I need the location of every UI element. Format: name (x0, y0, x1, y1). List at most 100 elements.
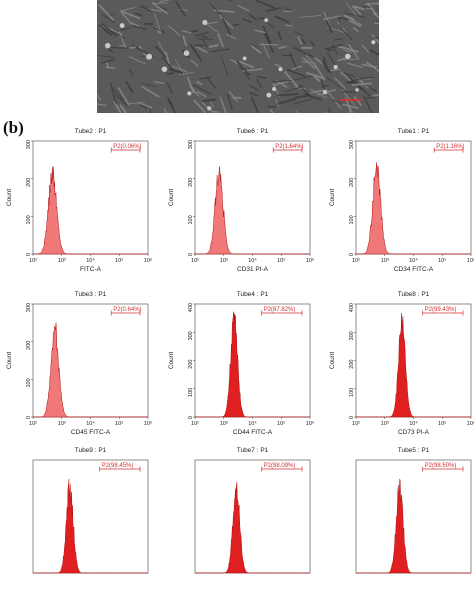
y-tick-label: 400 (188, 303, 194, 312)
y-tick-label: 100 (26, 378, 32, 387)
x-tick-label: 10⁴ (409, 257, 418, 264)
cell-micrograph (97, 0, 379, 113)
y-axis-label: Count (168, 189, 175, 207)
histogram-area (33, 479, 148, 573)
x-tick-label: 10² (29, 258, 37, 264)
y-tick-label: 100 (349, 215, 355, 224)
x-tick-label: 10⁵ (277, 420, 285, 427)
x-tick-label: 10³ (381, 258, 389, 264)
x-tick-label: 10⁵ (438, 257, 446, 264)
histogram-title: Tube8 : P1 (398, 291, 430, 298)
cell-body (323, 90, 327, 94)
histogram-area (195, 482, 310, 573)
cell-body (355, 88, 359, 92)
y-tick-label: 0 (188, 416, 194, 419)
histogram-area (195, 167, 310, 254)
x-tick-label: 10⁴ (409, 420, 418, 427)
y-tick-label: 300 (26, 140, 32, 149)
cell-body (272, 87, 276, 91)
cell-body (279, 67, 283, 71)
cell-streak (259, 44, 278, 45)
y-tick-label: 300 (349, 140, 355, 149)
histogram-title: Tube6 : P1 (237, 128, 269, 135)
histogram-title: Tube3 : P1 (75, 291, 107, 298)
plot-frame (195, 460, 310, 573)
x-axis-label: CD44 FITC-A (233, 429, 273, 436)
cell-body (120, 23, 125, 28)
x-axis-label: CD31 PI-A (237, 266, 269, 273)
y-tick-label: 200 (188, 178, 194, 187)
x-tick-label: 10⁴ (86, 420, 95, 427)
histogram-svg: Tube9 : P1 P2(98.45%) (5, 444, 151, 592)
plot-frame (195, 304, 310, 417)
x-tick-label: 10² (191, 421, 199, 427)
y-tick-label: 300 (26, 303, 32, 312)
gate-label: P2(0.06%) (113, 144, 141, 150)
cell-streak (362, 7, 371, 8)
cell-streak (105, 67, 115, 68)
cell-streak (130, 47, 136, 48)
cell-body (334, 65, 338, 69)
cell-body (184, 50, 190, 56)
plot-frame (33, 460, 148, 573)
gate-label: P2(98.50%) (425, 463, 457, 469)
cell-body (264, 18, 268, 22)
y-tick-label: 0 (26, 416, 32, 419)
x-axis-label: CD73 PI-A (398, 429, 430, 436)
cell-body (162, 66, 167, 71)
y-axis-label: Count (6, 352, 13, 370)
cell-body (243, 56, 247, 60)
cell-body (187, 91, 191, 95)
y-tick-label: 200 (188, 360, 194, 369)
histogram-title: Tube2 : P1 (75, 128, 107, 135)
x-axis-label: CD34 FITC-A (394, 266, 434, 273)
y-tick-label: 300 (188, 331, 194, 340)
x-tick-label: 10⁵ (277, 257, 285, 264)
y-tick-label: 200 (26, 178, 32, 187)
cell-body (371, 40, 375, 44)
gate-label: P2(98.45%) (102, 463, 134, 469)
y-tick-label: 300 (188, 140, 194, 149)
y-tick-label: 100 (188, 388, 194, 397)
x-axis-label: CD45 FITC-A (71, 429, 111, 436)
x-tick-label: 10⁶ (306, 257, 314, 264)
gate-label: P2(1.16%) (436, 144, 464, 150)
x-tick-label: 10⁶ (144, 257, 152, 264)
y-tick-label: 0 (26, 253, 32, 256)
x-tick-label: 10³ (58, 258, 66, 264)
histogram-panel: Tube5 : P1 P2(98.50%) (328, 444, 474, 592)
x-tick-label: 10² (352, 258, 360, 264)
gate-label: P2(99.43%) (425, 307, 457, 313)
histogram-svg: Tube8 : P1P2(99.43%)0100200300400Count10… (328, 288, 474, 436)
histogram-title: Tube5 : P1 (398, 447, 430, 454)
cell-body (345, 54, 350, 59)
histogram-title: Tube9 : P1 (75, 447, 107, 454)
x-tick-label: 10⁶ (144, 420, 152, 427)
y-tick-label: 200 (26, 341, 32, 350)
x-tick-label: 10² (29, 421, 37, 427)
histogram-area (356, 162, 471, 254)
x-tick-label: 10² (352, 421, 360, 427)
gate-label: P2(88.09%) (264, 463, 296, 469)
y-tick-label: 0 (349, 416, 355, 419)
histogram-title: Tube4 : P1 (237, 291, 269, 298)
x-tick-label: 10⁴ (248, 257, 257, 264)
histogram-svg: Tube5 : P1 P2(98.50%) (328, 444, 474, 592)
cell-body (202, 20, 207, 25)
gate-label: P2(0.64%) (113, 307, 141, 313)
x-tick-label: 10⁶ (467, 257, 474, 264)
y-tick-label: 400 (349, 303, 355, 312)
x-tick-label: 10⁶ (467, 420, 474, 427)
histogram-title: Tube1 : P1 (398, 128, 430, 135)
histogram-area (33, 323, 148, 417)
x-tick-label: 10⁵ (438, 420, 446, 427)
x-tick-label: 10⁵ (115, 257, 123, 264)
plot-frame (356, 460, 471, 573)
x-tick-label: 10³ (220, 421, 228, 427)
